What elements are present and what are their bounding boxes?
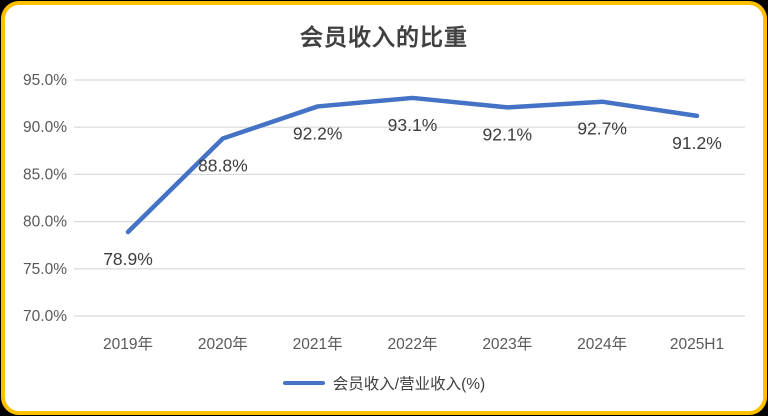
y-tick-label: 90.0% (23, 119, 67, 136)
y-tick-label: 80.0% (23, 214, 67, 231)
y-tick-label: 75.0% (23, 261, 67, 278)
data-label: 92.7% (577, 119, 627, 139)
x-tick-label: 2022年 (387, 335, 437, 353)
data-label: 88.8% (198, 156, 248, 176)
x-tick-label: 2023年 (482, 335, 532, 353)
legend-label: 会员收入/营业收入(%) (332, 376, 486, 393)
data-label: 91.2% (672, 133, 722, 153)
y-tick-label: 85.0% (23, 166, 67, 183)
data-label: 92.2% (293, 123, 343, 143)
x-tick-label: 2019年 (103, 335, 153, 353)
data-label: 92.1% (483, 124, 533, 144)
chart-title: 会员收入的比重 (300, 24, 468, 50)
y-tick-label: 95.0% (23, 72, 67, 89)
x-tick-label: 2024年 (577, 335, 627, 353)
data-label: 78.9% (103, 249, 153, 269)
data-label: 93.1% (388, 115, 438, 135)
legend: 会员收入/营业收入(%) (5, 372, 763, 394)
legend-line-swatch (282, 381, 325, 385)
y-tick-label: 70.0% (23, 308, 67, 325)
x-tick-label: 2020年 (198, 335, 248, 353)
x-tick-label: 2021年 (293, 335, 343, 353)
series-line (125, 95, 700, 235)
x-tick-label: 2025H1 (670, 336, 724, 353)
